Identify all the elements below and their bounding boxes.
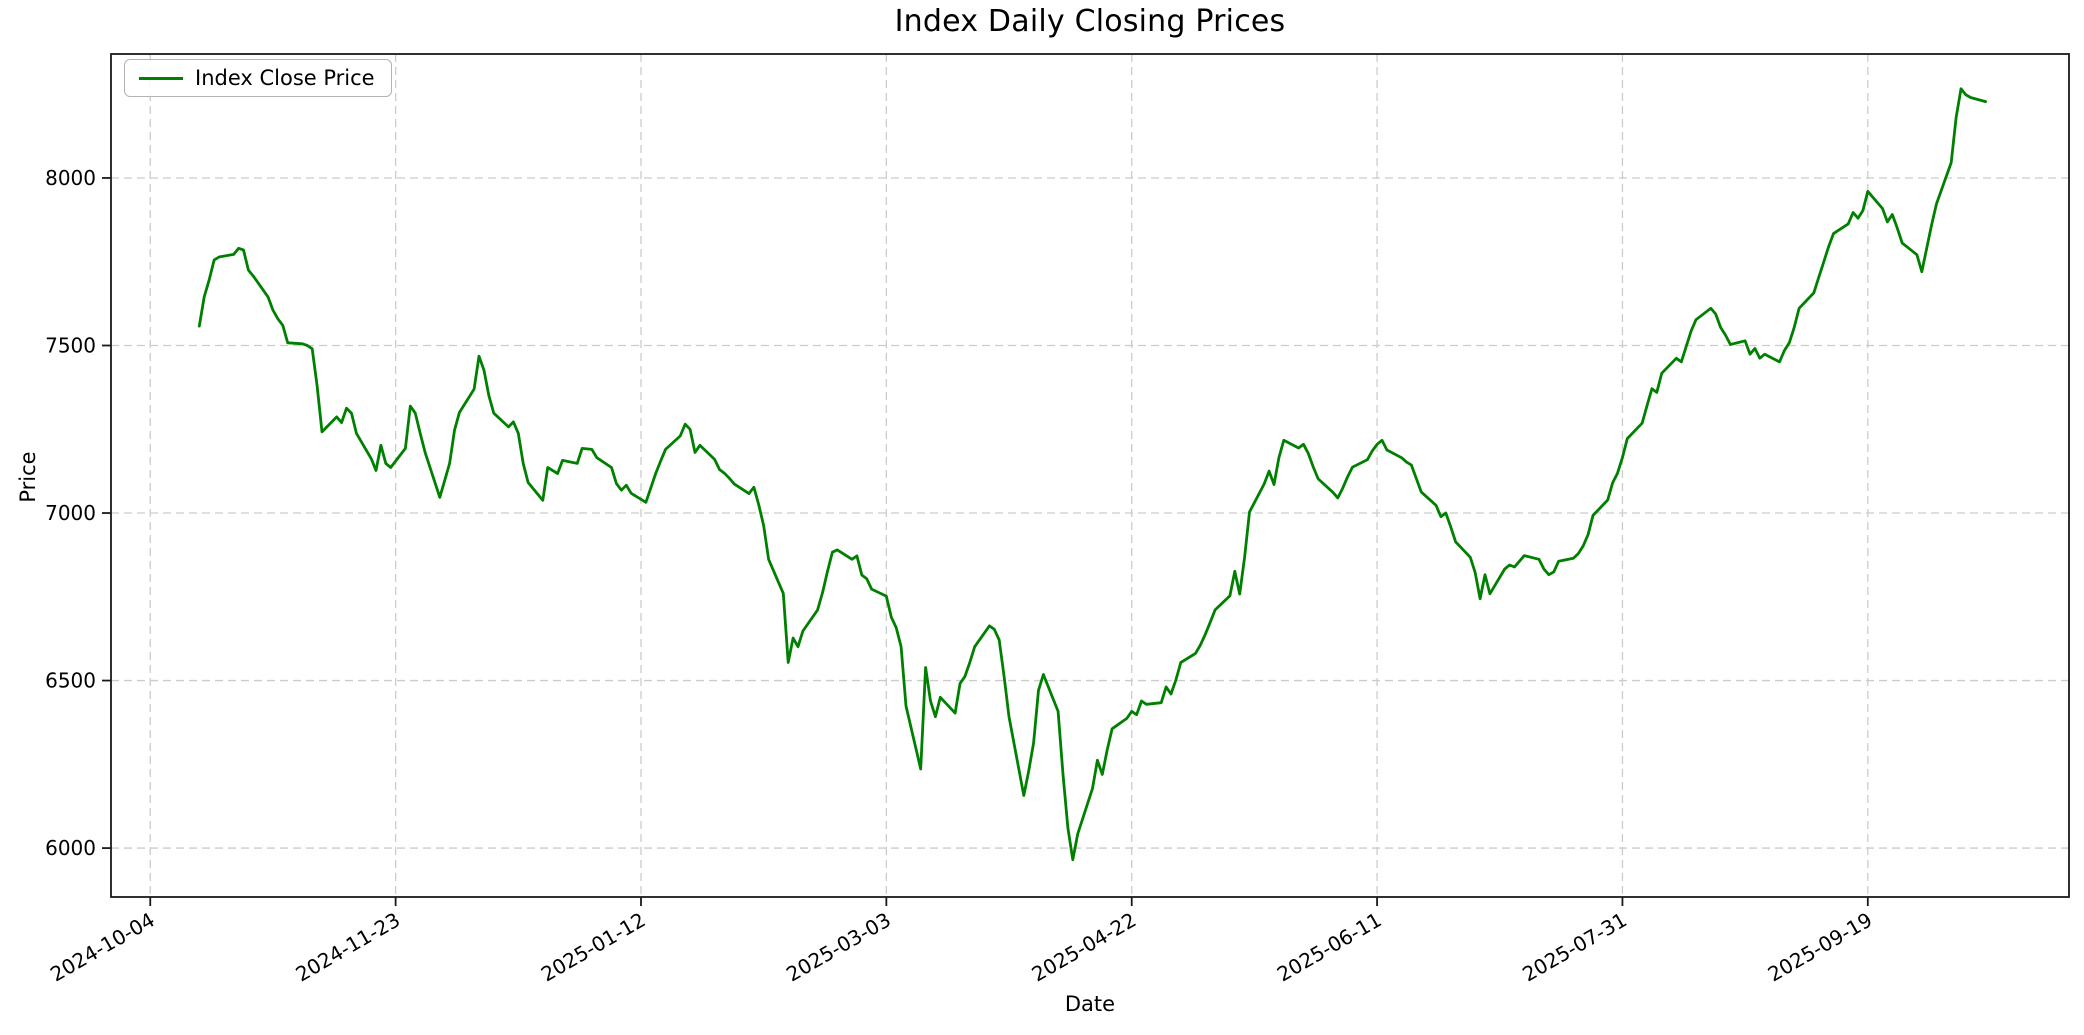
x-tick-label: 2025-09-19 — [1764, 908, 1877, 987]
x-tick-label: 2025-04-22 — [1028, 908, 1141, 987]
x-tick-label: 2025-01-12 — [537, 908, 650, 987]
chart-title: Index Daily Closing Prices — [894, 4, 1286, 39]
plot-border — [110, 53, 2070, 898]
y-tick-label: 8000 — [45, 166, 96, 190]
y-tick-label: 7500 — [45, 333, 96, 357]
x-tick-label: 2025-03-03 — [782, 908, 895, 987]
x-tick-label: 2025-07-31 — [1518, 908, 1631, 987]
y-tick-label: 6500 — [45, 669, 96, 693]
x-tick-label: 2024-11-23 — [291, 908, 404, 987]
price-line-series — [197, 87, 1987, 862]
y-tick-label: 7000 — [45, 501, 96, 525]
legend-line-swatch — [139, 76, 183, 80]
y-axis-label: Price — [16, 451, 40, 503]
legend: Index Close Price — [124, 59, 392, 97]
x-tick-label: 2024-10-04 — [46, 908, 159, 987]
x-tick-label: 2025-06-11 — [1273, 908, 1386, 987]
x-axis-label: Date — [1064, 992, 1116, 1016]
y-tick-label: 6000 — [45, 836, 96, 860]
legend-label: Index Close Price — [195, 66, 375, 90]
